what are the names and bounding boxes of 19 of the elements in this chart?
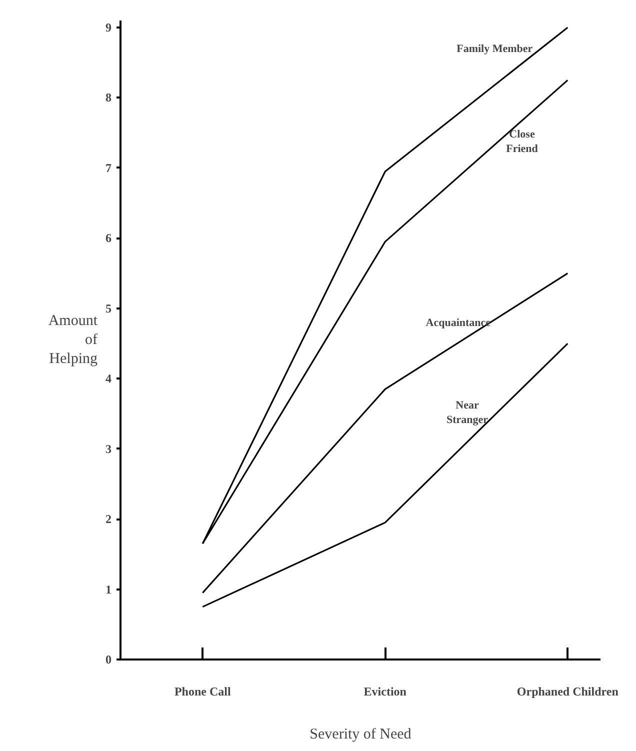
series-label: Close Friend xyxy=(506,128,538,155)
x-axis-title: Severity of Need xyxy=(310,726,412,742)
y-tick-label: 6 xyxy=(106,231,112,246)
series-label: Acquaintance xyxy=(426,316,491,329)
y-tick-label: 5 xyxy=(106,301,112,316)
y-axis-title: Amount of Helping xyxy=(48,312,98,368)
y-tick-label: 8 xyxy=(106,90,112,105)
y-tick-label: 4 xyxy=(106,372,112,386)
x-tick-label: Orphaned Children xyxy=(516,684,619,698)
y-tick-label: 0 xyxy=(106,652,112,666)
y-tick-label: 1 xyxy=(106,582,112,596)
y-tick-label: 3 xyxy=(106,442,112,456)
y-tick-label: 2 xyxy=(106,512,112,526)
series-label: Near Stranger xyxy=(446,400,488,426)
series-label: Family Member xyxy=(456,43,533,56)
x-tick-label: Phone Call xyxy=(174,684,232,698)
y-tick-label: 7 xyxy=(106,160,112,175)
y-tick-label: 9 xyxy=(106,20,112,35)
x-tick-label: Eviction xyxy=(364,684,407,698)
